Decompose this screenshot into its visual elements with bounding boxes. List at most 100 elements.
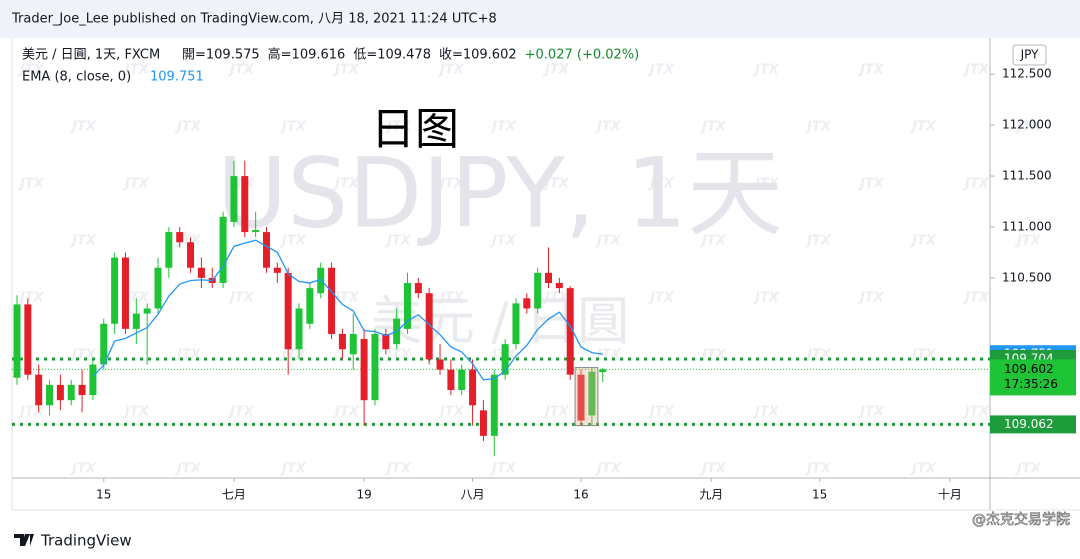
candle-body <box>230 176 238 222</box>
header-bar <box>0 0 1080 38</box>
candle-body <box>425 293 433 360</box>
ema-name: EMA (8, close, 0) <box>22 70 131 85</box>
candle-body <box>414 283 422 294</box>
published: Trader_Joe_Lee published on TradingView.… <box>11 12 497 27</box>
currency-box <box>1012 44 1047 66</box>
watermark-tile: JTX <box>542 291 570 306</box>
watermark-tile: JTX <box>752 177 780 192</box>
watermark-tile: JTX <box>752 63 780 78</box>
candle-body <box>13 304 21 378</box>
candle-body <box>338 333 346 350</box>
price-tag <box>990 415 1076 434</box>
logo-mark <box>14 534 34 546</box>
candle-body <box>555 283 563 289</box>
candle-body <box>24 304 32 375</box>
watermark-tile: JTX <box>962 177 990 192</box>
watermark-tile: JTX <box>909 120 937 135</box>
watermark-tile: JTX <box>489 234 517 249</box>
legend: 美元 / 日圓, 1天, FXCM EMA (8, close, 0) 109.… <box>22 47 639 85</box>
ohlc-label: 收=109.602 <box>439 48 517 63</box>
watermark-tile: JTX <box>857 291 885 306</box>
watermark-tile: JTX <box>17 63 45 78</box>
watermark-tile: JTX <box>962 405 990 420</box>
watermark-tile: JTX <box>437 63 465 78</box>
watermark-tile: JTX <box>542 405 570 420</box>
watermark-tile: JTX <box>332 291 360 306</box>
candle-body <box>458 369 466 390</box>
ohlc-label: 高=109.616 <box>268 47 346 63</box>
watermark-tile: JTX <box>542 63 570 78</box>
watermark-tile: JTX <box>279 120 307 135</box>
watermark-tile: JTX <box>647 63 675 78</box>
watermark-tile: JTX <box>857 177 885 192</box>
watermark-tile: JTX <box>699 348 727 363</box>
watermark-tile: JTX <box>122 63 150 78</box>
x-tick-label: 八月 <box>461 488 485 502</box>
watermark-tile: JTX <box>332 177 360 192</box>
watermark: USDJPY, 1天 <box>217 137 783 249</box>
ema-line <box>92 239 603 381</box>
watermark-tile: JTX <box>279 234 307 249</box>
candle-body <box>328 267 336 334</box>
watermark-tile: JTX <box>804 120 832 135</box>
logo: TradingView <box>14 532 132 550</box>
candle-body <box>111 257 119 324</box>
watermark-tile: JTX <box>542 177 570 192</box>
candle-body <box>306 288 314 324</box>
candle-body <box>599 369 607 373</box>
candle-body <box>262 232 270 268</box>
candle-body <box>35 374 43 406</box>
watermark-tile: JTX <box>752 291 780 306</box>
ema-value: 109.751 <box>150 70 204 85</box>
watermark-tile: JTX <box>594 234 622 249</box>
x-tick-label: 16 <box>573 488 588 502</box>
watermark-tile: JTX <box>69 348 97 363</box>
watermark-tile: JTX <box>279 462 307 477</box>
watermark-tile: JTX <box>227 291 255 306</box>
candle-body <box>165 232 173 268</box>
watermark-tile: JTX <box>332 405 360 420</box>
candle-body <box>403 283 411 329</box>
watermark-tile: JTX <box>122 177 150 192</box>
watermark-tile: JTX <box>909 462 937 477</box>
watermark-tile: JTX <box>1014 462 1042 477</box>
watermark-tile: JTX <box>647 177 675 192</box>
watermark-tile: JTX <box>17 177 45 192</box>
candle-body <box>469 369 477 406</box>
currency: JPY <box>1020 48 1040 62</box>
watermark-tile: JTX <box>384 462 412 477</box>
watermark-tile: JTX <box>594 462 622 477</box>
watermark-tile: JTX <box>857 63 885 78</box>
candle-body <box>252 230 260 233</box>
highlight-box <box>574 367 599 427</box>
y-tick-label: 111.500 <box>1002 169 1052 183</box>
candle-body <box>534 272 542 309</box>
candle-body <box>588 371 596 416</box>
ohlc-label: 低=109.478 <box>353 48 431 63</box>
watermark-tile: JTX <box>437 291 465 306</box>
countdown: 17:35:26 <box>1004 377 1058 391</box>
candle-body <box>67 384 75 401</box>
candle-body <box>479 410 487 436</box>
y-tick-label: 110.500 <box>1002 270 1052 284</box>
watermark-tile: JTX <box>227 405 255 420</box>
watermark-tile: JTX <box>489 462 517 477</box>
candle-body <box>436 359 444 370</box>
candle-body <box>56 384 64 401</box>
candle-body <box>501 344 509 375</box>
watermark-tile: JTX <box>17 291 45 306</box>
watermark-tile: JTX <box>384 234 412 249</box>
level-tag-label: 109.062 <box>1004 417 1054 431</box>
watermark-tile: JTX <box>17 405 45 420</box>
candle-body <box>132 313 140 329</box>
watermark-tile: JTX <box>857 405 885 420</box>
y-tick-label: 111.000 <box>1002 219 1052 233</box>
ohlc-label: 開=109.575 <box>182 48 260 63</box>
candle-body <box>577 374 585 421</box>
brand: TradingView <box>40 532 132 550</box>
watermark-tile: JTX <box>489 120 517 135</box>
watermark-layer: JTX JTX JTX JTX JTX JTX JTX JTX JTX JTX JTX JTX JTX J… <box>17 63 1042 477</box>
watermark-tile: JTX <box>332 63 360 78</box>
watermark-tile: JTX <box>594 120 622 135</box>
